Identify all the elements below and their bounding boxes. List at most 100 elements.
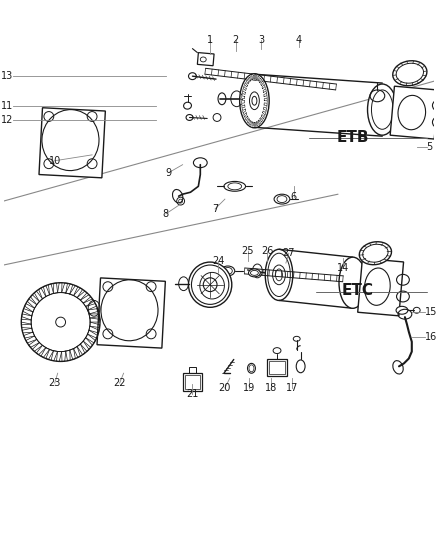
Polygon shape [88,309,99,314]
Polygon shape [242,91,245,94]
Polygon shape [251,76,252,80]
Polygon shape [256,122,258,126]
Text: 18: 18 [265,383,277,393]
Polygon shape [46,350,53,359]
Polygon shape [89,314,99,318]
Polygon shape [32,343,42,351]
Polygon shape [250,121,251,125]
Text: 3: 3 [258,35,265,45]
Polygon shape [246,79,249,84]
Ellipse shape [221,266,235,276]
Polygon shape [254,122,256,126]
Bar [390,86,438,139]
Text: 17: 17 [286,383,298,393]
Text: 19: 19 [244,383,256,393]
Polygon shape [26,336,37,343]
Polygon shape [86,334,95,343]
Text: 2: 2 [233,35,239,45]
Polygon shape [74,288,83,297]
Polygon shape [244,113,247,117]
Text: 5: 5 [427,142,433,152]
Polygon shape [252,122,254,126]
Polygon shape [242,96,245,99]
Ellipse shape [296,360,305,373]
Polygon shape [264,98,267,101]
Polygon shape [260,117,262,122]
Ellipse shape [274,194,290,204]
Ellipse shape [184,102,191,109]
Polygon shape [39,288,46,299]
Bar [269,361,285,374]
Polygon shape [70,349,75,359]
Text: 12: 12 [1,116,14,125]
Polygon shape [264,107,267,110]
Text: 15: 15 [424,307,437,317]
Polygon shape [57,282,62,293]
Text: 6: 6 [291,192,297,202]
Bar [184,375,200,389]
Polygon shape [31,295,39,305]
Text: ETB: ETB [336,130,369,144]
Text: 4: 4 [296,35,302,45]
Polygon shape [262,85,265,88]
Polygon shape [81,295,91,303]
Ellipse shape [339,257,367,308]
Polygon shape [24,332,35,338]
Text: 13: 13 [1,71,14,81]
Polygon shape [90,322,100,328]
Polygon shape [248,77,251,82]
Polygon shape [86,304,96,310]
Ellipse shape [248,269,260,277]
Bar [267,359,287,376]
Polygon shape [253,75,254,79]
Polygon shape [261,115,264,119]
Text: 16: 16 [424,332,437,342]
Bar [39,108,106,178]
Polygon shape [259,78,261,83]
Bar [198,53,214,66]
Ellipse shape [188,262,232,308]
Polygon shape [83,299,94,306]
Polygon shape [41,348,49,358]
Polygon shape [70,286,78,296]
Text: ETC: ETC [342,283,374,298]
Polygon shape [51,351,57,361]
Polygon shape [66,284,73,294]
Polygon shape [22,328,33,333]
Ellipse shape [393,61,427,86]
Ellipse shape [359,242,392,265]
Ellipse shape [367,84,397,135]
Polygon shape [263,111,266,115]
Polygon shape [21,314,32,320]
Polygon shape [53,283,57,294]
Polygon shape [27,299,37,308]
Polygon shape [21,324,32,328]
Polygon shape [90,318,100,322]
Ellipse shape [247,364,255,373]
Text: 7: 7 [212,204,218,214]
Polygon shape [263,88,266,92]
Polygon shape [34,291,42,302]
Polygon shape [258,120,261,124]
Polygon shape [83,338,92,348]
Text: 21: 21 [186,389,198,399]
Bar [358,259,403,316]
Polygon shape [66,350,70,361]
Text: 26: 26 [261,246,273,256]
Text: 25: 25 [241,246,254,256]
Text: 20: 20 [219,383,231,393]
Polygon shape [49,284,53,295]
Polygon shape [21,319,31,324]
Polygon shape [89,326,99,333]
Polygon shape [74,346,80,358]
Polygon shape [261,81,263,85]
Polygon shape [264,93,267,96]
Polygon shape [36,345,46,354]
Polygon shape [243,109,246,113]
Text: 9: 9 [166,167,172,177]
Polygon shape [242,105,245,108]
Polygon shape [29,340,39,348]
Bar [97,278,166,348]
Bar [183,373,202,391]
Ellipse shape [224,181,246,191]
